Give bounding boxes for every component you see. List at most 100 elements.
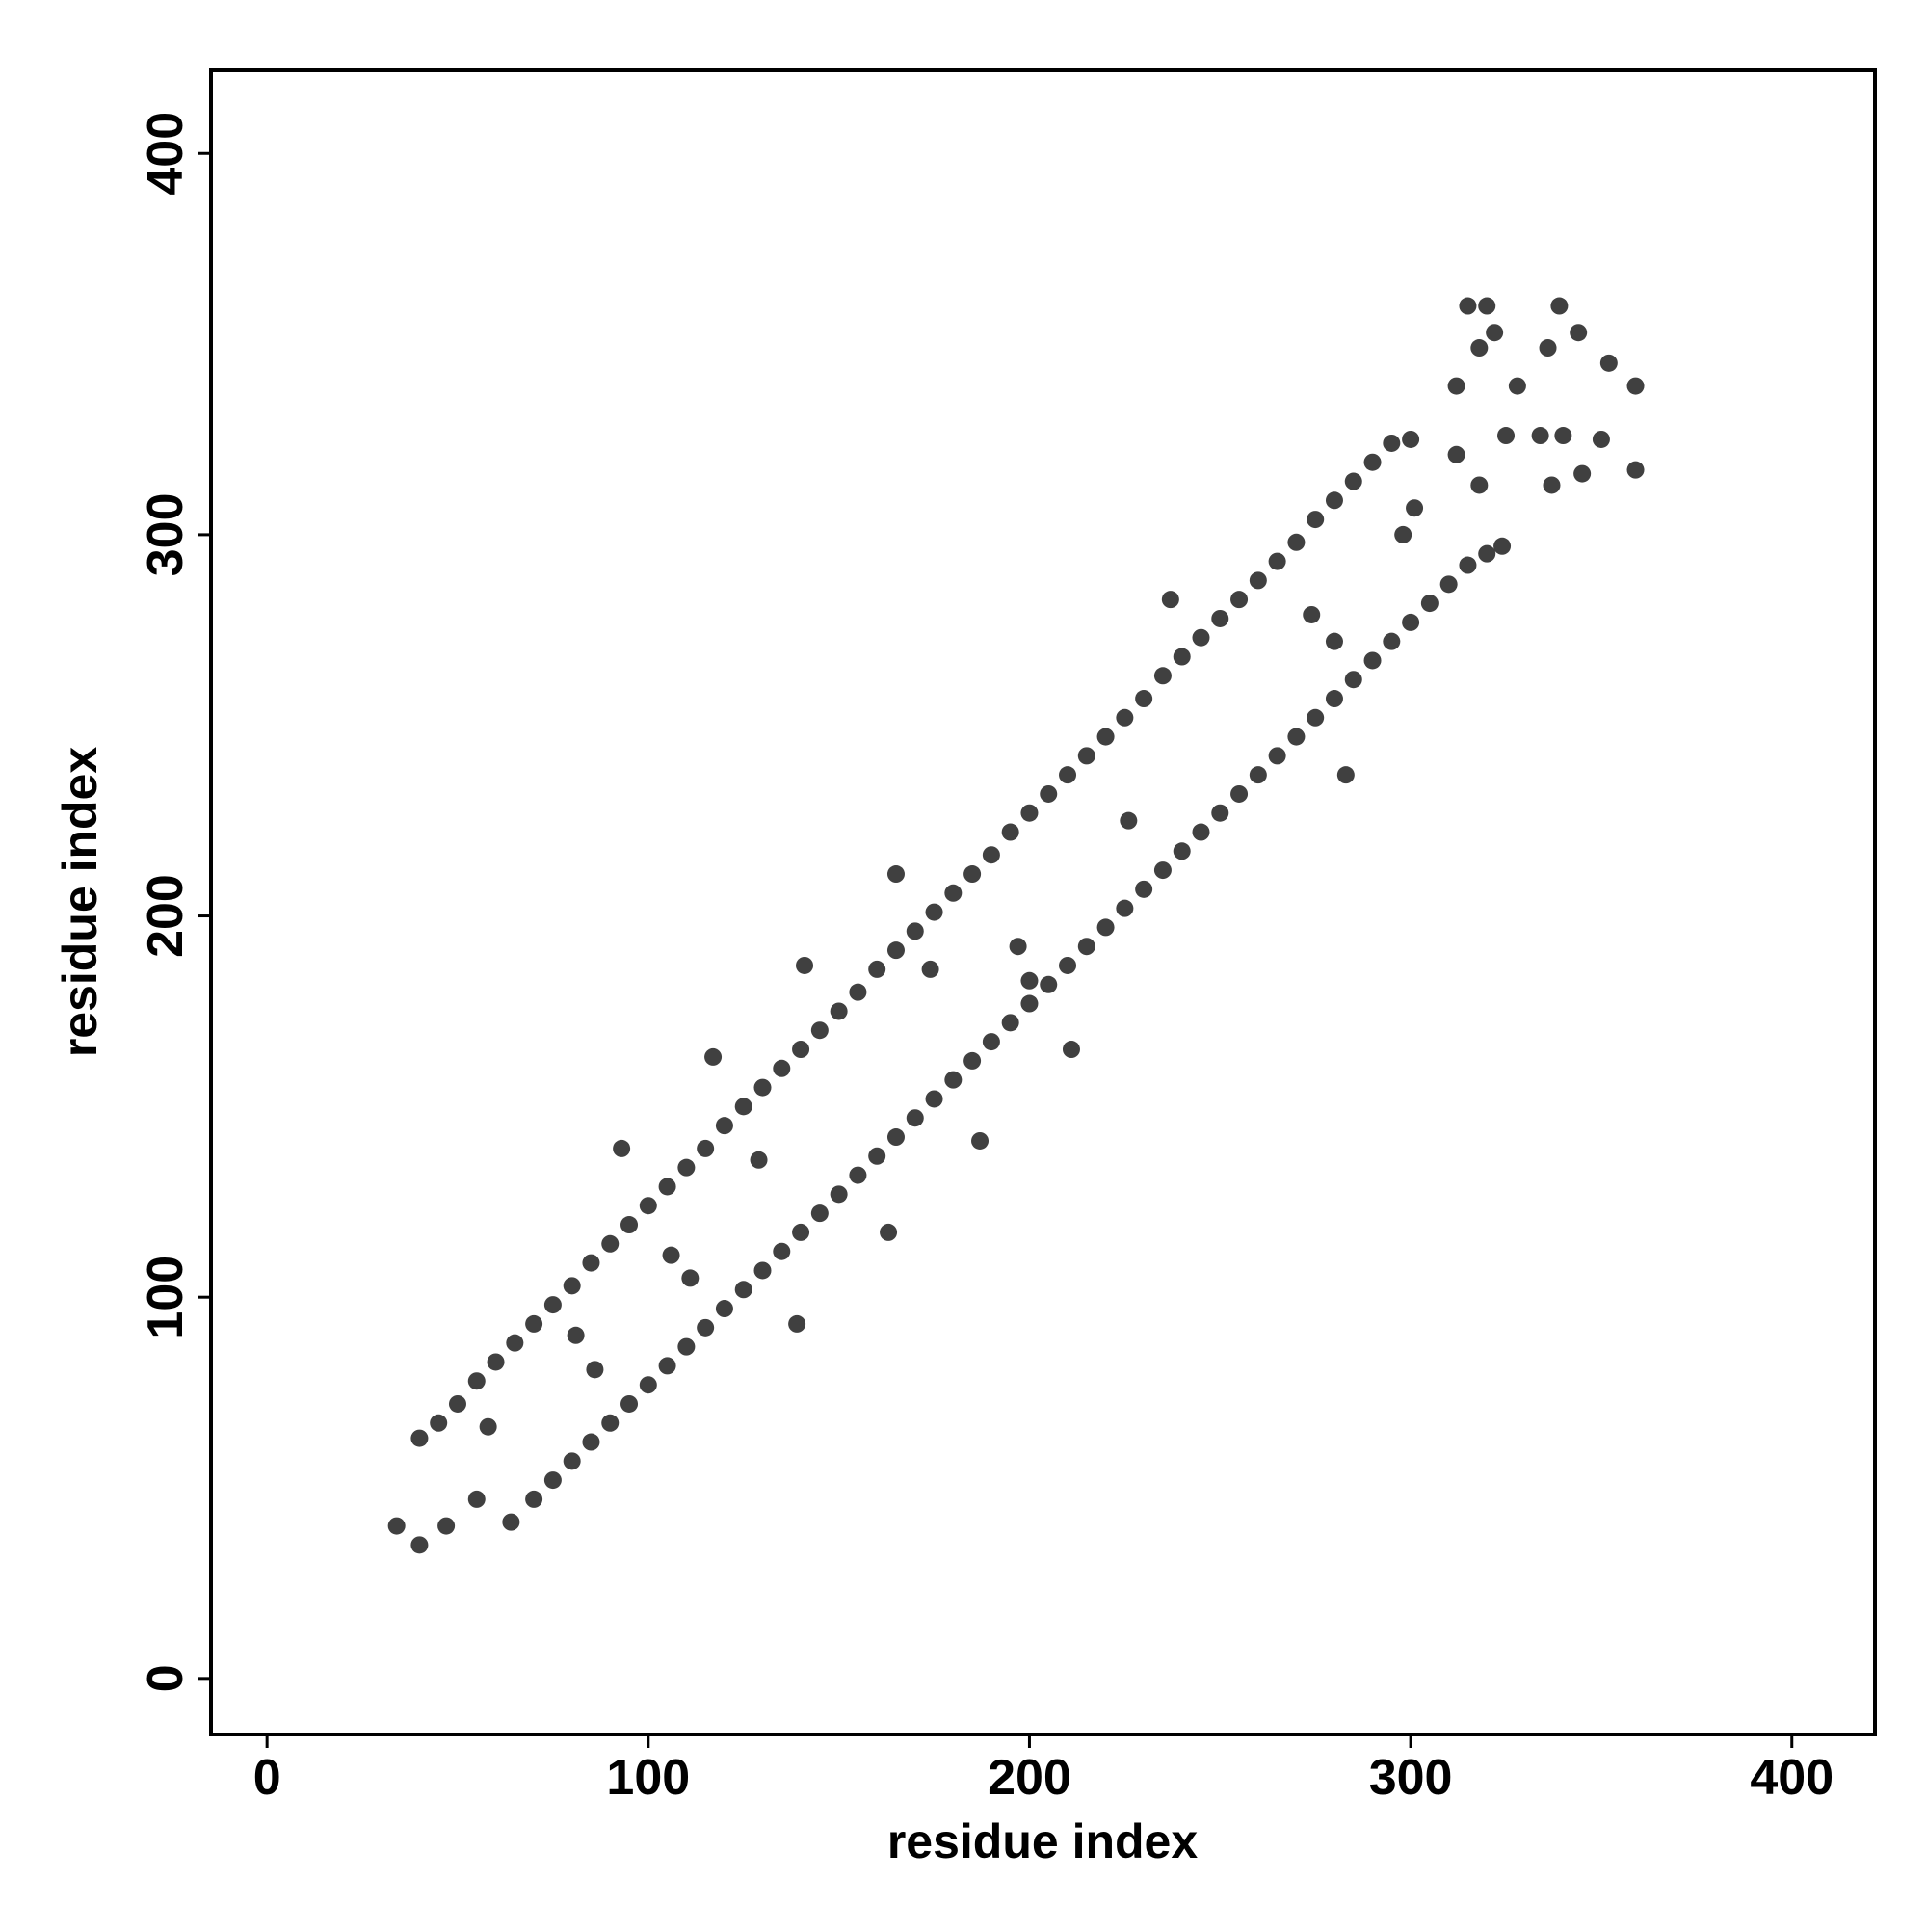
point <box>662 1246 680 1264</box>
point <box>886 1128 905 1147</box>
point <box>1211 609 1229 627</box>
point <box>681 1269 700 1287</box>
point <box>1062 1041 1080 1059</box>
y-tick-label: 200 <box>138 874 194 958</box>
point <box>506 1334 524 1352</box>
point <box>1325 632 1343 650</box>
point <box>677 1158 696 1177</box>
point <box>792 1223 810 1241</box>
point <box>1325 690 1343 708</box>
point <box>868 1147 886 1165</box>
point <box>1230 784 1249 803</box>
point <box>1268 552 1286 570</box>
point <box>1153 861 1172 880</box>
point <box>1020 971 1039 990</box>
point <box>830 1002 848 1020</box>
point <box>1344 671 1362 689</box>
point <box>697 1139 715 1157</box>
point <box>1303 605 1321 623</box>
point <box>1402 430 1420 448</box>
point <box>1439 575 1458 594</box>
point <box>1626 461 1645 479</box>
x-tick-label: 100 <box>606 1750 690 1806</box>
point <box>1077 938 1095 956</box>
point <box>773 1242 791 1260</box>
y-axis-label: residue index <box>53 747 107 1058</box>
point <box>1363 651 1382 670</box>
point <box>1173 842 1191 860</box>
y-tick-label: 300 <box>138 493 194 577</box>
point <box>906 1109 924 1127</box>
y-tick-label: 0 <box>138 1664 194 1692</box>
point <box>525 1314 543 1333</box>
point <box>810 1204 829 1223</box>
point <box>567 1326 585 1344</box>
point <box>1211 804 1229 822</box>
point <box>1478 544 1496 563</box>
point <box>601 1234 620 1253</box>
point <box>1570 324 1588 342</box>
point <box>1040 784 1058 803</box>
x-tick-label: 400 <box>1750 1750 1834 1806</box>
point <box>543 1471 562 1490</box>
point <box>1508 377 1526 395</box>
point <box>1249 766 1267 784</box>
point <box>677 1337 696 1356</box>
point <box>925 1090 943 1108</box>
point <box>525 1490 543 1508</box>
point <box>1268 747 1286 765</box>
point <box>849 983 867 1001</box>
point <box>1447 377 1465 395</box>
point <box>715 1117 733 1135</box>
point <box>715 1300 733 1318</box>
point <box>1344 472 1362 490</box>
point <box>792 1041 810 1059</box>
point <box>1230 591 1249 609</box>
point <box>753 1261 772 1280</box>
point <box>886 941 905 960</box>
point <box>697 1318 715 1337</box>
point <box>639 1376 657 1394</box>
plot-frame <box>209 68 1877 1736</box>
point <box>1307 511 1325 529</box>
point <box>502 1513 520 1531</box>
point <box>810 1021 829 1040</box>
point <box>1539 339 1557 357</box>
point <box>1001 1014 1019 1032</box>
point <box>1040 975 1058 993</box>
x-tick-label: 300 <box>1369 1750 1453 1806</box>
point <box>1573 464 1592 483</box>
point <box>1001 823 1019 841</box>
point <box>1116 708 1134 727</box>
point <box>1531 427 1549 445</box>
point <box>868 960 886 978</box>
point <box>830 1185 848 1204</box>
point <box>437 1517 456 1535</box>
point <box>410 1429 429 1447</box>
point <box>1420 595 1439 613</box>
point <box>430 1414 448 1432</box>
point <box>1486 324 1504 342</box>
point <box>1116 899 1134 917</box>
point <box>1406 499 1424 517</box>
point <box>448 1394 466 1413</box>
y-tick-label: 100 <box>138 1256 194 1339</box>
y-tick-label: 400 <box>138 112 194 196</box>
point <box>1447 445 1465 463</box>
point <box>1020 994 1039 1013</box>
point <box>964 865 982 884</box>
point <box>971 1131 990 1150</box>
point <box>1325 491 1343 510</box>
point <box>880 1223 898 1241</box>
point <box>1249 571 1267 590</box>
x-axis-label: residue index <box>887 1814 1199 1868</box>
point <box>563 1277 581 1295</box>
point <box>1096 918 1115 937</box>
point <box>1592 430 1610 448</box>
point <box>1599 354 1618 372</box>
point <box>1383 434 1401 452</box>
point <box>1059 956 1077 974</box>
point <box>1120 811 1138 830</box>
point <box>704 1047 723 1066</box>
point <box>1493 537 1512 555</box>
